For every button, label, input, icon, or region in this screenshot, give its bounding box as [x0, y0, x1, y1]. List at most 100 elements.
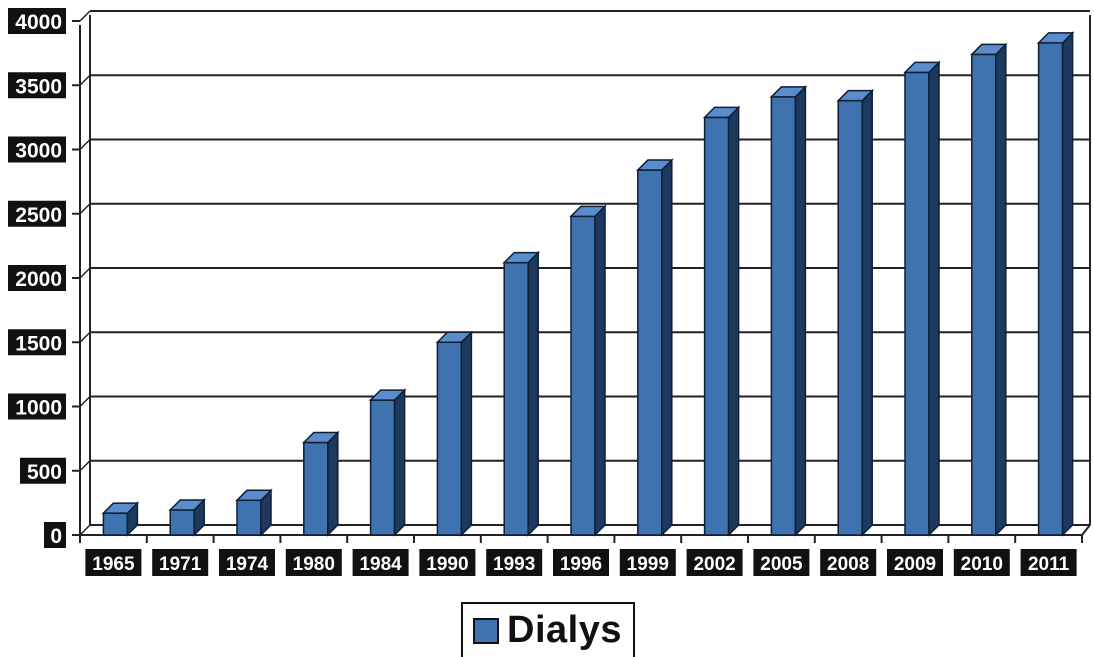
grid-connector-2500 — [79, 203, 91, 215]
x-tick-text-2005: 2005 — [760, 554, 803, 575]
bar-side-2008 — [861, 88, 873, 537]
grid-connector-500 — [79, 460, 91, 472]
bar-front-1996 — [570, 215, 596, 536]
bar-front-2009 — [904, 71, 930, 536]
y-tick-text-3000: 3000 — [15, 140, 62, 163]
x-tick-label-2009: 2009 — [887, 549, 943, 576]
x-tick-label-1980: 1980 — [285, 549, 342, 576]
y-tick-bg — [8, 393, 66, 420]
bar-1984 — [368, 388, 407, 537]
bar-1965 — [101, 501, 140, 537]
bar-1990 — [435, 330, 474, 537]
y-tick-text-4000: 4000 — [15, 11, 62, 34]
bar-chart: 0 500 1000 1500 2000 2500 3000 3500 4000 1965 197… — [8, 8, 1091, 576]
x-tick-label-1996: 1996 — [553, 549, 609, 576]
x-tick-label-2002: 2002 — [686, 549, 743, 576]
bar-side-2011 — [1061, 31, 1074, 537]
y-tick-text-0: 0 — [50, 525, 62, 548]
bar-front-1971 — [169, 509, 195, 536]
x-tick-text-1971: 1971 — [159, 554, 202, 575]
x-tick-text-1974: 1974 — [226, 554, 269, 575]
x-tick-bg — [820, 549, 877, 576]
bar-front-1974 — [236, 499, 262, 536]
bar-front-1990 — [436, 341, 463, 536]
x-tick-bg — [285, 549, 342, 576]
y-tick-bg — [44, 522, 66, 548]
bar-2010 — [969, 42, 1008, 537]
y-tick-label-1500: 1500 — [8, 329, 66, 356]
y-tick-label-500: 500 — [20, 457, 66, 484]
bar-side-2010 — [995, 42, 1007, 537]
grid-connector-1000 — [79, 395, 91, 408]
bar-1996 — [569, 204, 607, 537]
y-tick-label-0: 0 — [44, 522, 66, 548]
x-tick-text-1993: 1993 — [493, 554, 535, 575]
x-tick-bg — [152, 549, 209, 576]
x-tick-text-2010: 2010 — [961, 554, 1003, 575]
grid-connector-4000 — [79, 10, 91, 22]
x-tick-label-1993: 1993 — [486, 549, 543, 576]
bar-2011 — [1036, 31, 1075, 537]
x-tick-label-2008: 2008 — [820, 549, 877, 576]
bar-side-1984 — [393, 388, 406, 537]
bar-side-1993 — [527, 250, 539, 537]
x-tick-bg — [1020, 549, 1077, 576]
bar-side-2005 — [794, 85, 807, 537]
y-tick-bg — [8, 329, 66, 356]
x-tick-label-2011: 2011 — [1020, 549, 1077, 576]
bar-1980 — [301, 430, 340, 537]
x-tick-bg — [686, 549, 743, 576]
bar-top-1996 — [569, 205, 607, 218]
bar-front-2010 — [971, 53, 997, 536]
y-tick-bg — [8, 136, 66, 163]
bar-1971 — [168, 498, 207, 537]
grid-connector-1500 — [79, 331, 91, 343]
x-tick-label-1974: 1974 — [219, 549, 275, 576]
y-tick-bg — [8, 265, 66, 291]
bar-top-2010 — [969, 43, 1008, 56]
grid-connector-3500 — [79, 74, 91, 86]
bar-2002 — [702, 105, 741, 537]
y-tick-text-1500: 1500 — [15, 332, 62, 355]
y-tick-bg — [20, 457, 66, 484]
bar-top-2011 — [1036, 32, 1075, 44]
legend-swatch — [473, 617, 499, 644]
y-tick-label-2500: 2500 — [8, 200, 66, 227]
x-tick-bg — [486, 549, 543, 576]
x-tick-text-1999: 1999 — [627, 554, 669, 575]
bar-top-1971 — [168, 499, 207, 511]
bar-top-1965 — [101, 502, 140, 514]
y-tick-label-2000: 2000 — [8, 265, 66, 291]
bar-top-1990 — [435, 331, 474, 343]
x-tick-bg — [887, 549, 943, 576]
x-tick-label-1990: 1990 — [419, 549, 476, 576]
bar-side-1990 — [460, 330, 473, 537]
y-tick-label-4000: 4000 — [8, 8, 66, 34]
bar-top-1993 — [502, 251, 541, 264]
grid-connector-2000 — [79, 267, 91, 279]
y-tick-bg — [8, 200, 66, 227]
legend-label: Dialys — [507, 609, 622, 651]
x-tick-bg — [753, 549, 810, 576]
y-tick-labels: 0 500 1000 1500 2000 2500 3000 3500 4000 — [8, 8, 66, 548]
bar-top-1980 — [301, 431, 340, 444]
floor-right-edge — [1081, 524, 1091, 536]
x-tick-text-1990: 1990 — [426, 554, 468, 575]
grid-connector-0 — [79, 524, 91, 536]
x-tick-text-1996: 1996 — [560, 554, 602, 575]
x-tick-bg — [352, 549, 409, 576]
x-tick-label-2005: 2005 — [753, 549, 810, 576]
bar-2009 — [903, 60, 941, 537]
grid-connector-3000 — [79, 138, 91, 151]
y-tick-text-2500: 2500 — [15, 204, 62, 227]
bar-front-2011 — [1037, 42, 1064, 536]
y-tick-text-500: 500 — [27, 461, 62, 484]
bar-front-1984 — [369, 399, 396, 536]
y-tick-label-3500: 3500 — [8, 72, 66, 99]
bar-front-2002 — [703, 116, 730, 536]
x-tick-labels: 1965 1971 1974 1980 1984 1990 1993 1996 1999 2002… — [85, 549, 1077, 576]
bar-top-2008 — [836, 89, 875, 102]
bar-side-2002 — [727, 105, 740, 537]
bar-2008 — [836, 88, 875, 537]
x-tick-text-2008: 2008 — [827, 554, 869, 575]
